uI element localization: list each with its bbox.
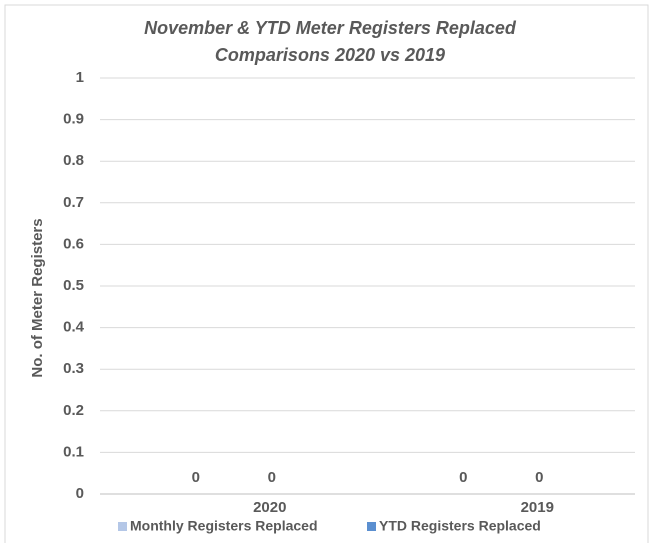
- data-label: 0: [459, 469, 467, 486]
- legend-swatch: [118, 522, 127, 531]
- y-tick-label: 0.6: [63, 235, 84, 252]
- legend-swatch: [367, 522, 376, 531]
- y-tick-label: 1: [76, 69, 84, 86]
- x-tick-label: 2019: [521, 499, 554, 516]
- chart-frame: [4, 4, 649, 543]
- data-label: 0: [268, 469, 276, 486]
- y-tick-label: 0.9: [63, 111, 84, 128]
- legend-label: Monthly Registers Replaced: [130, 518, 318, 534]
- y-tick-label: 0.4: [63, 319, 85, 336]
- y-tick-label: 0.3: [63, 360, 84, 377]
- data-label: 0: [535, 469, 543, 486]
- y-tick-label: 0.1: [63, 443, 84, 460]
- y-tick-label: 0.7: [63, 194, 84, 211]
- y-tick-label: 0.5: [63, 277, 84, 294]
- legend-label: YTD Registers Replaced: [379, 518, 541, 534]
- x-tick-label: 2020: [253, 499, 286, 516]
- y-tick-label: 0.2: [63, 402, 84, 419]
- y-axis-label: No. of Meter Registers: [29, 218, 46, 377]
- y-tick-label: 0: [76, 485, 84, 502]
- data-label: 0: [192, 469, 200, 486]
- chart-title: Comparisons 2020 vs 2019: [215, 45, 445, 65]
- chart-title: November & YTD Meter Registers Replaced: [144, 18, 517, 38]
- y-tick-label: 0.8: [63, 152, 84, 169]
